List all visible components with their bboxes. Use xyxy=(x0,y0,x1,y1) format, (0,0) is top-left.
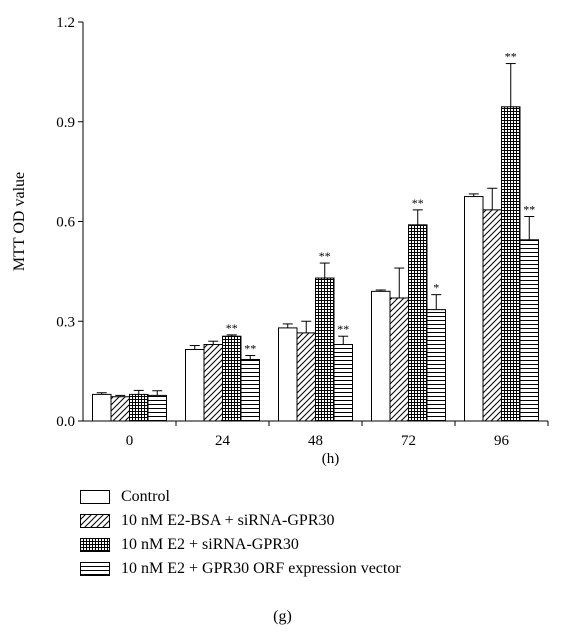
x-tick-label: 96 xyxy=(494,433,510,449)
x-tick-label: 72 xyxy=(401,433,416,449)
y-tick-label: 0.0 xyxy=(56,414,75,430)
legend-swatch-horizontal xyxy=(80,562,110,576)
y-tick-label: 0.3 xyxy=(56,314,75,330)
bar-diagonal-0 xyxy=(110,396,130,422)
bar-plain-24 xyxy=(185,349,205,422)
bar-plain-48 xyxy=(278,327,298,422)
significance-marker: ** xyxy=(523,203,535,217)
x-axis-title: (h) xyxy=(322,451,340,467)
bar-horizontal-72 xyxy=(426,309,446,422)
significance-marker: ** xyxy=(412,196,424,210)
legend-label-e2-bsa-sirna: 10 nM E2-BSA + siRNA-GPR30 xyxy=(121,512,335,529)
bar-diagonal-24 xyxy=(203,344,223,422)
bar-horizontal-48 xyxy=(333,344,353,422)
bar-diagonal-72 xyxy=(389,297,409,422)
bars-layer xyxy=(92,63,539,422)
y-tick-label: 1.2 xyxy=(56,15,75,31)
bar-grid-24 xyxy=(222,335,242,422)
significance-marker: ** xyxy=(505,50,517,64)
legend-swatch-diagonal xyxy=(80,514,110,528)
bar-horizontal-24 xyxy=(240,358,260,422)
bar-plain-0 xyxy=(92,393,112,422)
significance-marker: ** xyxy=(337,322,349,336)
x-tick-label: 48 xyxy=(308,433,323,449)
legend-swatch-grid xyxy=(80,538,110,552)
bar-horizontal-0 xyxy=(147,394,167,422)
bar-plain-72 xyxy=(371,290,391,422)
legend-label-e2-sirna: 10 nM E2 + siRNA-GPR30 xyxy=(121,536,299,553)
legend-label-e2-orf: 10 nM E2 + GPR30 ORF expression vector xyxy=(121,560,401,577)
y-axis-title: MTT OD value xyxy=(11,172,28,271)
labels-layer: 0.0 0.3 0.6 0.9 1.2 0 24 48 72 96 MTT OD value (h) *… xyxy=(11,15,535,467)
significance-marker: ** xyxy=(226,321,238,335)
significance-marker: * xyxy=(433,281,439,295)
bar-grid-48 xyxy=(315,277,335,422)
bar-grid-72 xyxy=(408,224,428,422)
significance-marker: ** xyxy=(319,249,331,263)
bar-chart: 0.0 0.3 0.6 0.9 1.2 0 24 48 72 96 MTT OD value (h) *… xyxy=(11,15,549,467)
bar-grid-96 xyxy=(501,106,521,422)
x-tick-label: 0 xyxy=(126,433,134,449)
significance-marker: ** xyxy=(244,341,256,355)
bar-diagonal-48 xyxy=(296,332,316,422)
bar-grid-0 xyxy=(129,393,149,422)
legend-swatch-plain xyxy=(80,490,110,504)
bar-diagonal-96 xyxy=(482,209,502,422)
bar-horizontal-96 xyxy=(519,239,539,422)
y-tick-label: 0.9 xyxy=(56,115,75,131)
bar-plain-96 xyxy=(464,196,484,422)
y-tick-label: 0.6 xyxy=(56,215,75,231)
panel-label: (g) xyxy=(273,608,292,625)
legend-label-control: Control xyxy=(121,488,170,505)
x-tick-label: 24 xyxy=(215,433,231,449)
